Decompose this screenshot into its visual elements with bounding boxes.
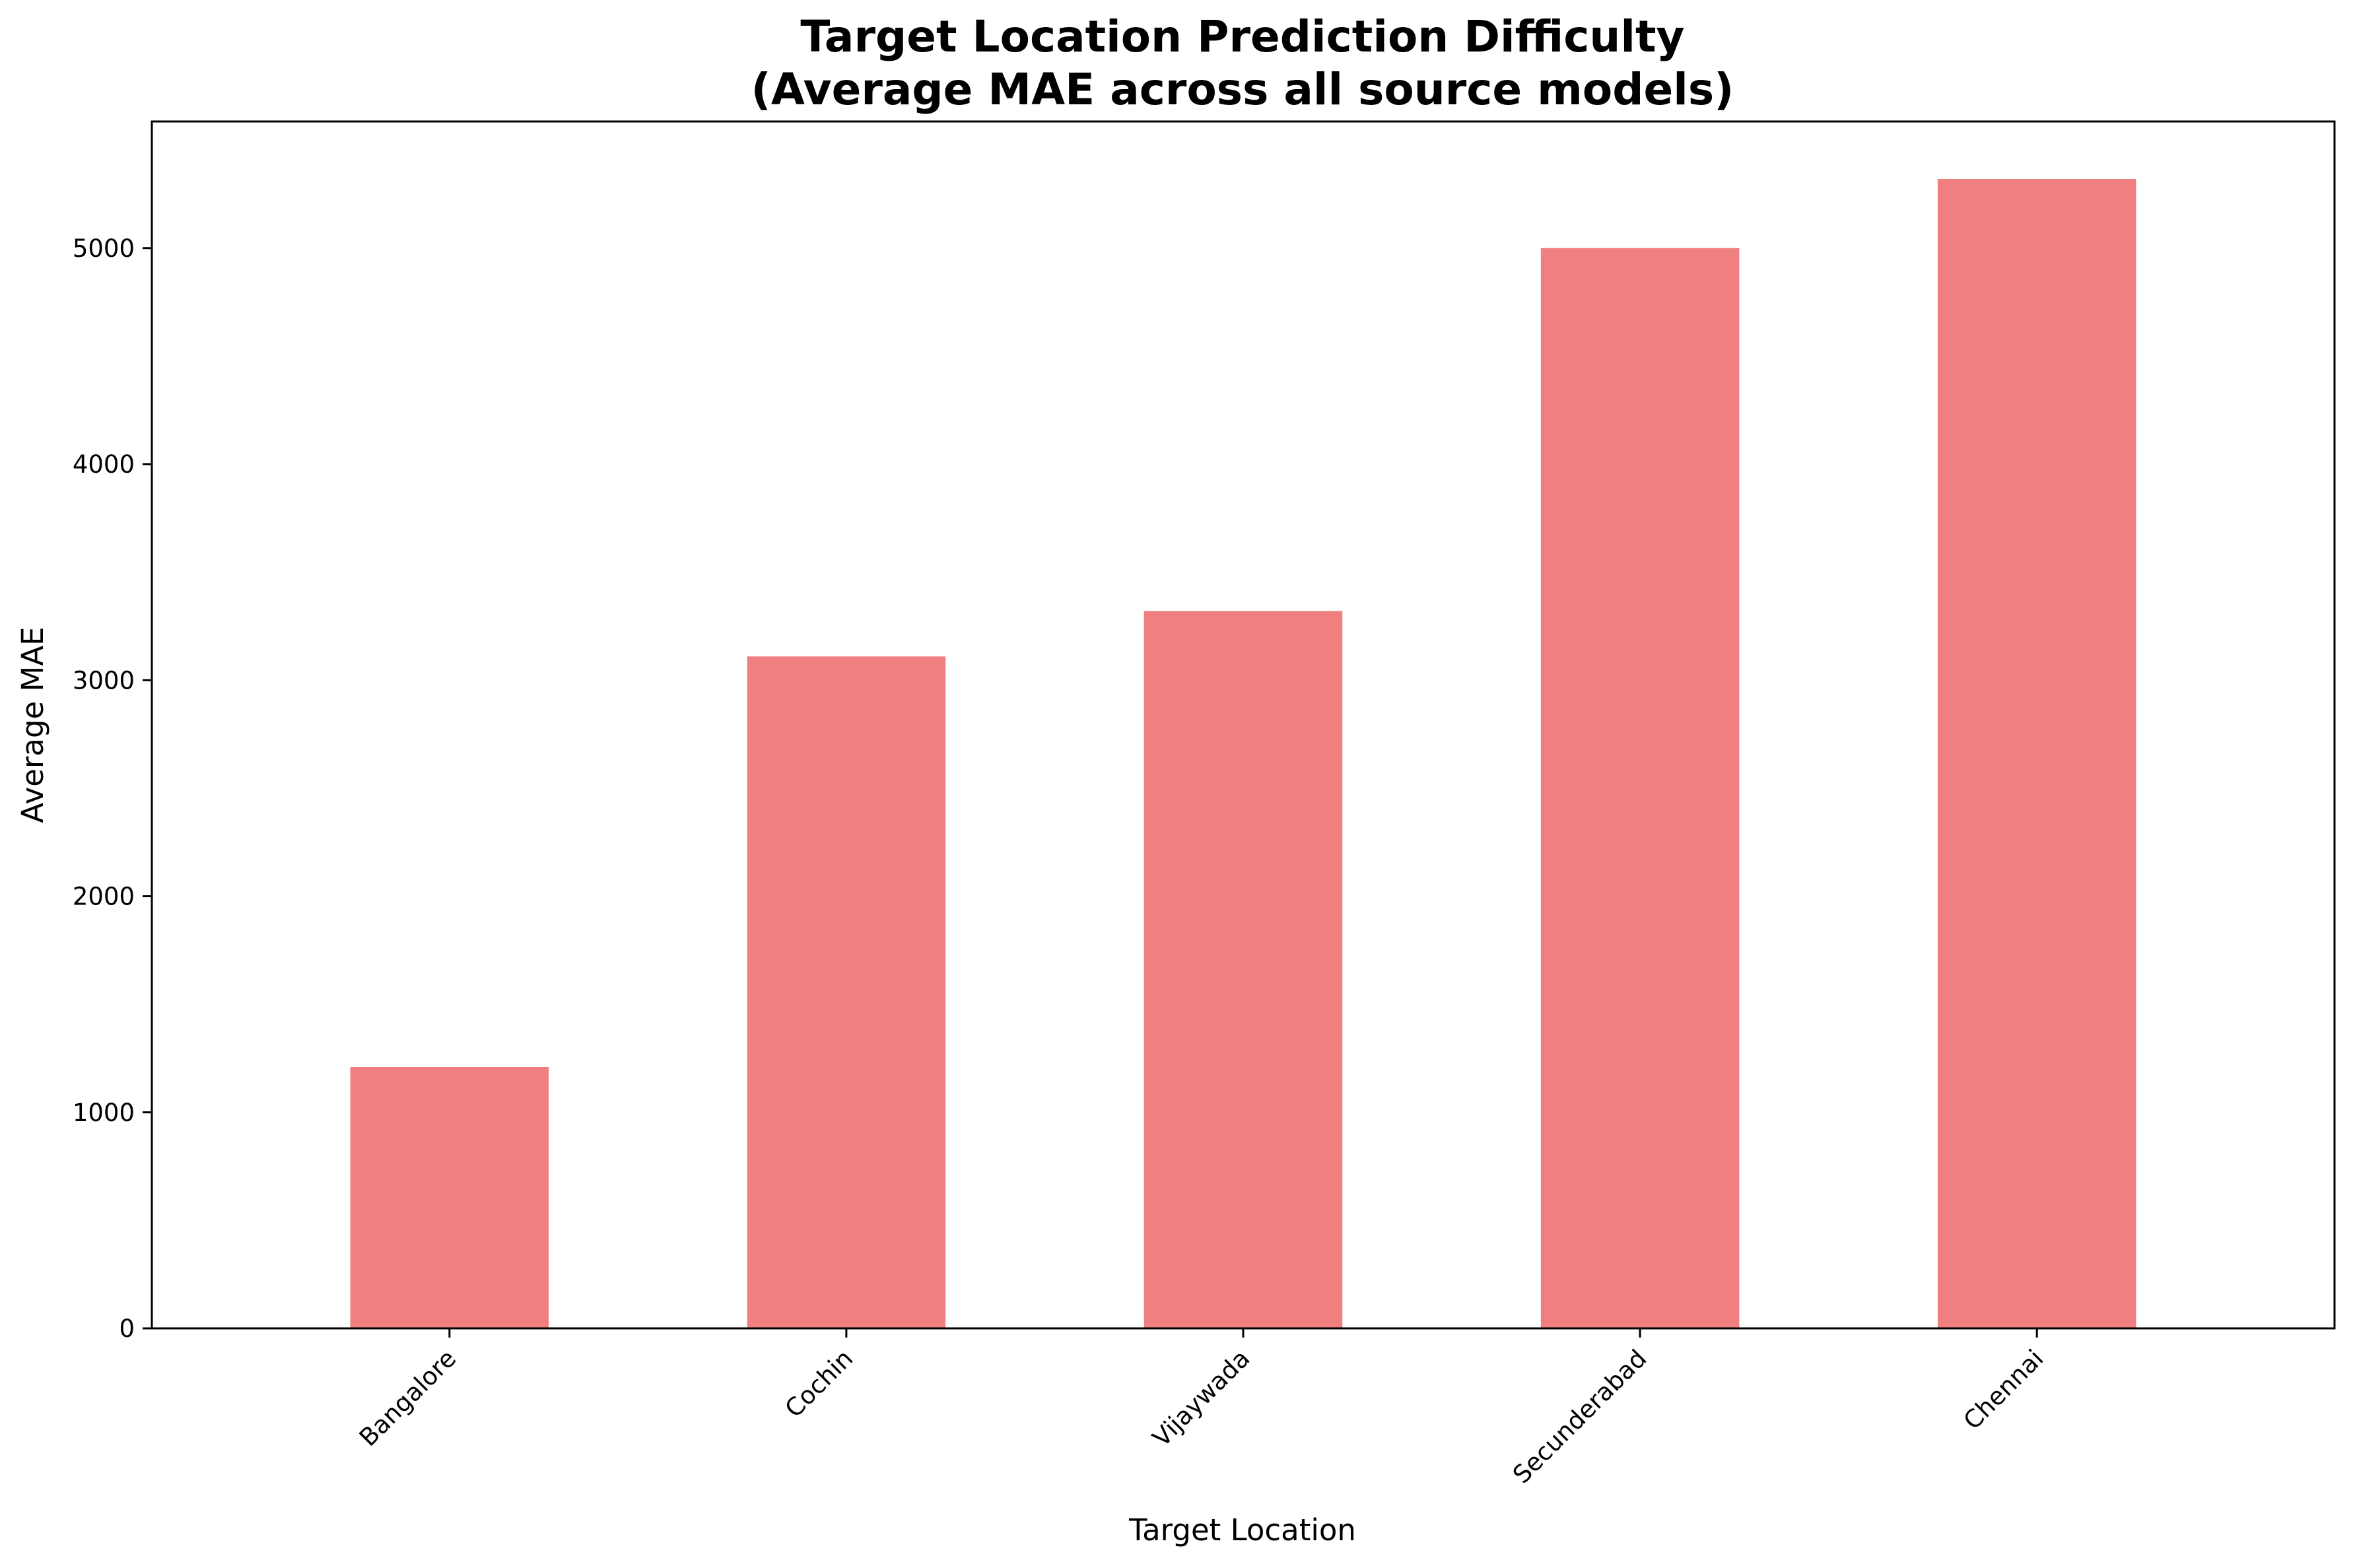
y-tick-label: 4000 [73, 450, 135, 479]
chart-title-line-2: (Average MAE across all source models) [751, 64, 1734, 115]
bar-vijaywada [1143, 611, 1343, 1328]
bar-bangalore [350, 1067, 549, 1328]
bar-chennai [1937, 179, 2136, 1328]
x-tick-label-cochin: Cochin [780, 1344, 859, 1423]
y-tick-label: 1000 [73, 1099, 135, 1127]
x-tick-label-vijaywada: Vijaywada [1147, 1344, 1256, 1452]
x-tick-label-chennai: Chennai [1958, 1344, 2049, 1435]
bars-group [350, 179, 2136, 1328]
bar-cochin [747, 656, 946, 1328]
x-tick-label-bangalore: Bangalore [354, 1344, 461, 1452]
y-axis-label: Average MAE [15, 627, 50, 823]
y-tick-label: 5000 [73, 234, 135, 263]
bar-secunderabad [1540, 248, 1740, 1328]
chart-title-line-1: Target Location Prediction Difficulty [800, 11, 1684, 62]
y-tick-label: 0 [119, 1314, 135, 1343]
x-tick-label-secunderabad: Secunderabad [1507, 1344, 1652, 1489]
x-axis-label: Target Location [1128, 1513, 1356, 1548]
plot-frame [151, 120, 2336, 1330]
x-axis-ticks: Bangalore Cochin Vijaywada Secunderabad Chen… [354, 1328, 2049, 1489]
y-tick-label: 3000 [73, 666, 135, 695]
y-tick-label: 2000 [73, 883, 135, 911]
y-axis-ticks: 0 1000 2000 3000 4000 5000 [73, 234, 152, 1343]
